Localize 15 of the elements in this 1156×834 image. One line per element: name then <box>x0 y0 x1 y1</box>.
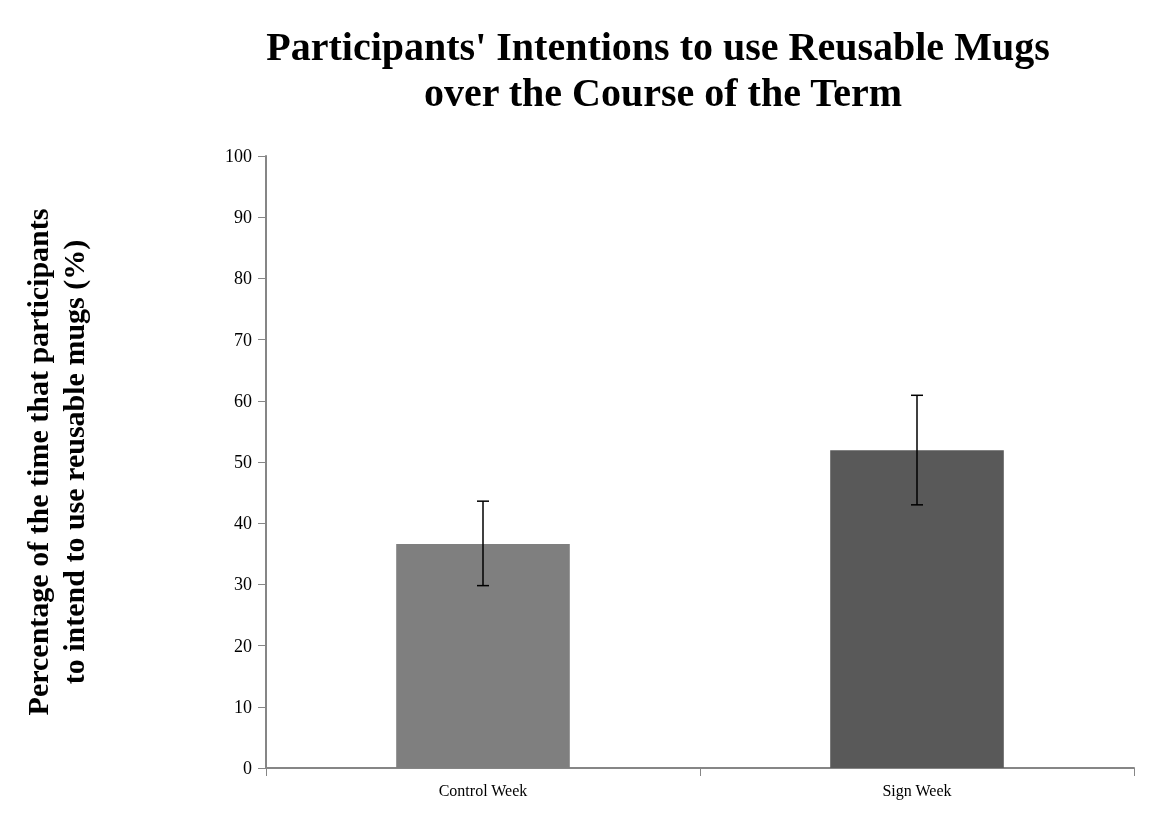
y-tick-label: 40 <box>234 513 252 534</box>
y-tick-label: 0 <box>243 758 252 778</box>
y-tick-label: 10 <box>234 696 252 717</box>
y-tick-label: 50 <box>234 452 252 472</box>
y-tick-label: 100 <box>225 146 252 166</box>
y-tick-label: 70 <box>234 329 252 350</box>
x-tick-label: Sign Week <box>882 781 952 800</box>
y-tick-label: 20 <box>234 635 252 656</box>
y-tick-label: 90 <box>234 207 252 228</box>
y-tick-label: 80 <box>234 268 252 289</box>
y-axis-title: Percentage of the time that participants to intend to use reusable mugs (%) <box>20 208 91 716</box>
y-tick-label: 30 <box>234 574 252 595</box>
x-tick-label: Control Week <box>438 781 528 799</box>
y-tick-label: 60 <box>234 390 252 411</box>
chart-title: Participants' Intentions to use Reusable Mugs over the Course of the Term <box>266 23 1060 115</box>
